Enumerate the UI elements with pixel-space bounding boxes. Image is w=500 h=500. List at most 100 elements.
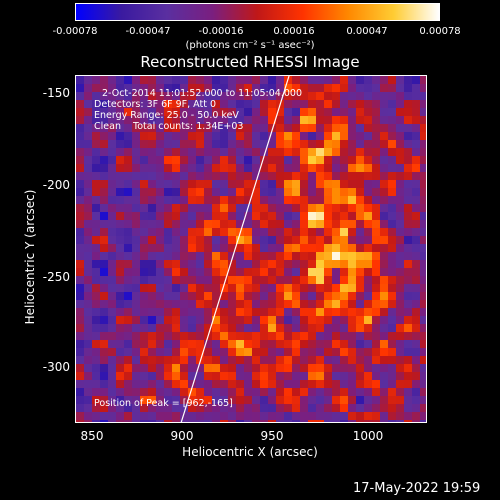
heatmap-cell [316, 100, 325, 109]
heatmap-cell [260, 308, 269, 317]
heatmap-cell [364, 396, 373, 405]
heatmap-cell [132, 196, 141, 205]
heatmap-cell [340, 412, 349, 421]
heatmap-cell [292, 308, 301, 317]
heatmap-cell [188, 76, 197, 85]
heatmap-cell [236, 188, 245, 197]
heatmap-cell [140, 148, 149, 157]
heatmap-cell [276, 188, 285, 197]
heatmap-cell [268, 236, 277, 245]
heatmap-cell [196, 276, 205, 285]
heatmap-cell [364, 132, 373, 141]
heatmap-cell [420, 116, 426, 125]
colorbar-tick: 0.00078 [419, 26, 461, 37]
heatmap-cell [140, 124, 149, 133]
heatmap-cell [340, 116, 349, 125]
heatmap-cell [228, 84, 237, 93]
heatmap-cell [148, 340, 157, 349]
heatmap-cell [396, 108, 405, 117]
heatmap-cell [92, 204, 101, 213]
heatmap-cell [116, 324, 125, 333]
heatmap-cell [116, 76, 125, 85]
heatmap-cell [316, 164, 325, 173]
heatmap-cell [364, 140, 373, 149]
heatmap-cell [212, 156, 221, 165]
heatmap-cell [196, 268, 205, 277]
heatmap-cell [92, 100, 101, 109]
heatmap-cell [156, 396, 165, 405]
heatmap-cell [156, 316, 165, 325]
heatmap-cell [228, 236, 237, 245]
heatmap-cell [108, 84, 117, 93]
heatmap-cell [236, 172, 245, 181]
heatmap-cell [332, 268, 341, 277]
heatmap-cell [164, 172, 173, 181]
heatmap-cell [196, 300, 205, 309]
heatmap-cell [156, 332, 165, 341]
heatmap-cell [76, 164, 85, 173]
heatmap-cell [412, 228, 421, 237]
heatmap-cell [172, 324, 181, 333]
colorbar-tick: -0.00078 [52, 26, 98, 37]
heatmap-cell [364, 364, 373, 373]
heatmap-cell [332, 356, 341, 365]
heatmap-cell [180, 332, 189, 341]
heatmap-cell [156, 324, 165, 333]
heatmap-cell [388, 396, 397, 405]
heatmap-cell [116, 356, 125, 365]
heatmap-cell [324, 300, 333, 309]
heatmap-cell [348, 84, 357, 93]
heatmap-cell [252, 244, 261, 253]
heatmap-cell [388, 124, 397, 133]
heatmap-cell [148, 188, 157, 197]
heatmap-cell [188, 124, 197, 133]
heatmap-cell [172, 172, 181, 181]
heatmap-cell [404, 196, 413, 205]
heatmap-cell [364, 412, 373, 421]
heatmap-cell [332, 100, 341, 109]
heatmap-cell [252, 228, 261, 237]
heatmap-cell [124, 300, 133, 309]
heatmap-cell [364, 268, 373, 277]
heatmap-cell [180, 260, 189, 269]
heatmap-cell [348, 172, 357, 181]
heatmap-cell [116, 108, 125, 117]
heatmap-cell [212, 268, 221, 277]
heatmap-cell [268, 212, 277, 221]
heatmap-cell [252, 220, 261, 229]
heatmap-cell [148, 284, 157, 293]
heatmap-cell [348, 332, 357, 341]
heatmap-cell [332, 380, 341, 389]
heatmap-cell [164, 284, 173, 293]
heatmap-cell [156, 244, 165, 253]
heatmap-cell [100, 100, 109, 109]
heatmap-cell [164, 188, 173, 197]
heatmap-cell [268, 76, 277, 85]
heatmap-cell [340, 100, 349, 109]
heatmap-cell [284, 196, 293, 205]
heatmap-cell [300, 308, 309, 317]
heatmap-cell [124, 412, 133, 421]
heatmap-cell [324, 292, 333, 301]
heatmap-cell [76, 284, 85, 293]
heatmap-cell [100, 236, 109, 245]
heatmap-cell [396, 284, 405, 293]
heatmap-cell [308, 348, 317, 357]
heatmap-cell [76, 76, 85, 85]
heatmap-cell [268, 364, 277, 373]
heatmap-cell [252, 388, 261, 397]
heatmap-cell [180, 204, 189, 213]
heatmap-cell [252, 84, 261, 93]
heatmap-cell [316, 140, 325, 149]
heatmap-cell [332, 276, 341, 285]
heatmap-cell [84, 404, 93, 413]
heatmap-cell [148, 156, 157, 165]
heatmap-cell [284, 324, 293, 333]
heatmap-cell [132, 244, 141, 253]
heatmap-cell [132, 252, 141, 261]
heatmap-cell [236, 116, 245, 125]
heatmap-cell [260, 396, 269, 405]
heatmap-cell [316, 148, 325, 157]
heatmap-cell [372, 324, 381, 333]
heatmap-cell [204, 124, 213, 133]
